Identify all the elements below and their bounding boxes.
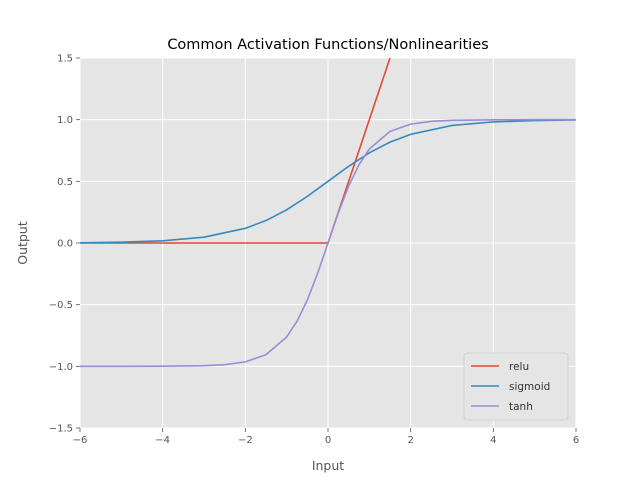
x-tick-label: 0 — [325, 435, 331, 446]
x-tick-label: −4 — [155, 435, 170, 446]
x-tick-label: 2 — [407, 435, 413, 446]
legend-label-sigmoid: sigmoid — [509, 381, 550, 393]
legend: relu sigmoid tanh — [463, 352, 569, 421]
x-tick-label: −2 — [238, 435, 253, 446]
x-tick-label: 6 — [573, 435, 579, 446]
x-tick-label: −6 — [73, 435, 88, 446]
chart-title: Common Activation Functions/Nonlineariti… — [167, 37, 488, 53]
y-axis-label: Output — [15, 221, 30, 265]
y-tick-label: −1.5 — [49, 424, 73, 435]
y-tick-labels: −1.5 −1.0 −0.5 0.0 0.5 1.0 1.5 — [49, 54, 80, 435]
legend-box — [463, 352, 569, 421]
series-line-sigmoid — [80, 119, 576, 244]
y-tick-label: 1.5 — [57, 54, 73, 65]
x-tick-labels: −6 −4 −2 0 2 4 6 — [73, 428, 579, 446]
series-lines — [80, 58, 576, 368]
series-line-tanh — [80, 118, 576, 368]
legend-label-relu: relu — [509, 361, 529, 373]
x-axis-label: Input — [312, 458, 344, 473]
y-tick-label: 0.5 — [57, 177, 73, 188]
y-tick-label: −0.5 — [49, 300, 73, 311]
x-tick-label: 4 — [490, 435, 496, 446]
y-tick-label: 1.0 — [57, 115, 73, 126]
series-line-relu — [80, 58, 391, 244]
y-tick-label: 0.0 — [57, 239, 73, 250]
legend-label-tanh: tanh — [509, 401, 533, 413]
y-tick-label: −1.0 — [49, 362, 73, 373]
